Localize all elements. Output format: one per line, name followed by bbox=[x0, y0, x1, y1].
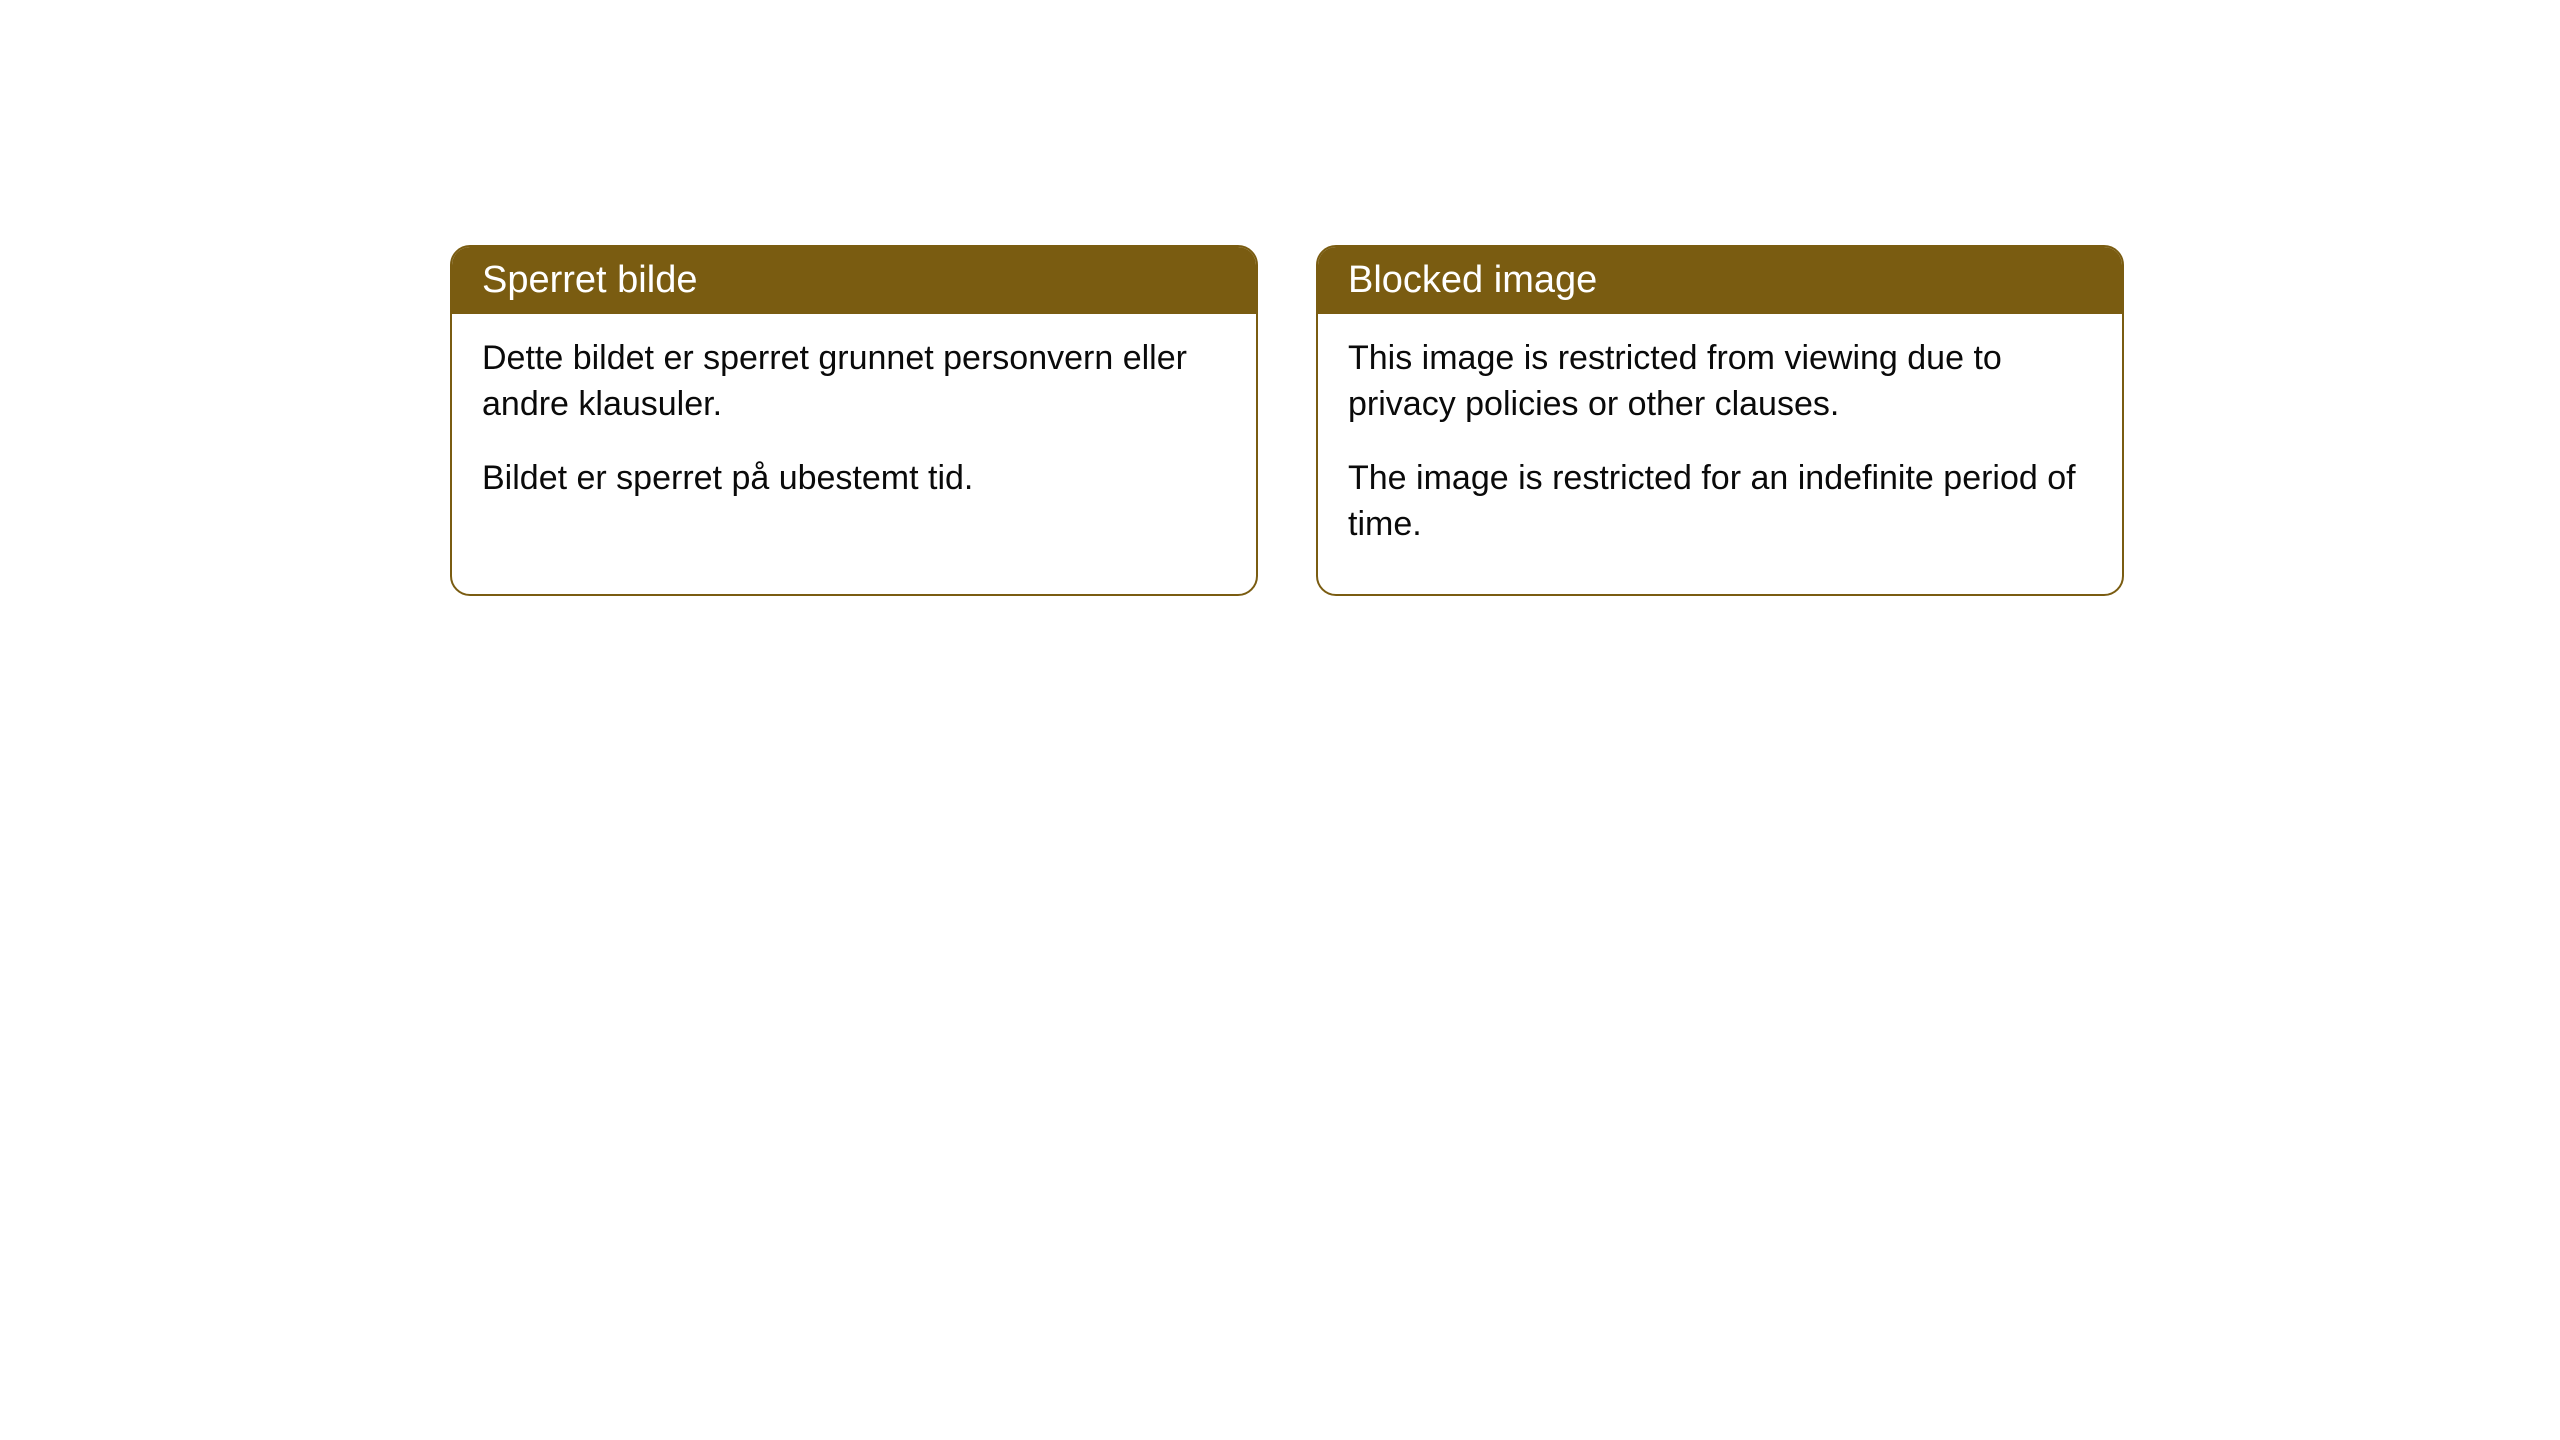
notice-paragraph-2: The image is restricted for an indefinit… bbox=[1348, 456, 2092, 548]
card-title: Sperret bilde bbox=[482, 259, 697, 301]
notice-cards-container: Sperret bilde Dette bildet er sperret gr… bbox=[450, 245, 2560, 596]
card-body: This image is restricted from viewing du… bbox=[1318, 314, 2122, 594]
card-header: Sperret bilde bbox=[452, 247, 1256, 314]
notice-paragraph-2: Bildet er sperret på ubestemt tid. bbox=[482, 456, 1226, 502]
notice-paragraph-1: This image is restricted from viewing du… bbox=[1348, 336, 2092, 428]
card-header: Blocked image bbox=[1318, 247, 2122, 314]
card-body: Dette bildet er sperret grunnet personve… bbox=[452, 314, 1256, 548]
notice-card-norwegian: Sperret bilde Dette bildet er sperret gr… bbox=[450, 245, 1258, 596]
card-title: Blocked image bbox=[1348, 259, 1597, 301]
notice-card-english: Blocked image This image is restricted f… bbox=[1316, 245, 2124, 596]
notice-paragraph-1: Dette bildet er sperret grunnet personve… bbox=[482, 336, 1226, 428]
